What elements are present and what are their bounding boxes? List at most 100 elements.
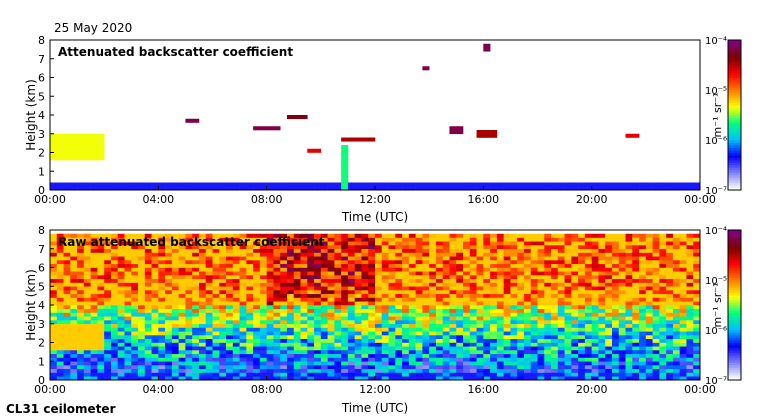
heatmap-cell: [645, 323, 653, 328]
heatmap-cell: [435, 368, 444, 373]
heatmap-cell: [226, 308, 234, 313]
heatmap-cell: [77, 338, 85, 343]
heatmap-cell: [117, 245, 125, 250]
heatmap-cell: [496, 346, 504, 351]
heatmap-cell: [138, 301, 146, 306]
heatmap-cell: [259, 346, 267, 351]
heatmap-cell: [476, 350, 484, 355]
heatmap-cell: [591, 361, 599, 366]
heatmap-cell: [672, 260, 680, 265]
colorbar-segment: [728, 360, 741, 363]
heatmap-cell: [435, 316, 444, 321]
heatmap-cell: [253, 282, 261, 287]
heatmap-cell: [151, 263, 159, 268]
heatmap-cell: [645, 278, 653, 283]
heatmap-cell: [354, 293, 362, 298]
heatmap-cell: [672, 186, 680, 191]
heatmap-cell: [347, 260, 355, 265]
colorbar-segment: [728, 237, 741, 241]
heatmap-cell: [679, 308, 687, 313]
heatmap-cell: [151, 357, 159, 362]
colorbar-segment: [728, 102, 741, 106]
heatmap-cell: [334, 263, 342, 268]
heatmap-cell: [469, 237, 477, 242]
heatmap-cell: [232, 346, 240, 351]
heatmap-cell: [449, 275, 457, 280]
heatmap-cell: [686, 233, 694, 238]
heatmap-cell: [192, 252, 200, 257]
heatmap-cell: [171, 248, 179, 253]
heatmap-cell: [672, 327, 680, 332]
heatmap-cell: [368, 186, 376, 191]
heatmap-cell: [361, 248, 369, 253]
heatmap-cell: [564, 316, 572, 321]
heatmap-cell: [584, 301, 592, 306]
heatmap-cell: [293, 233, 301, 238]
heatmap-cell: [564, 182, 572, 187]
heatmap-cell: [138, 186, 146, 191]
heatmap-cell: [138, 278, 146, 283]
heatmap-cell: [483, 316, 491, 321]
heatmap-cell: [212, 248, 220, 253]
heatmap-cell: [435, 342, 444, 347]
heatmap-cell: [138, 353, 146, 358]
heatmap-cell: [165, 376, 173, 381]
heatmap-cell: [666, 267, 674, 272]
heatmap-cell: [266, 126, 274, 131]
heatmap-cell: [259, 233, 267, 238]
heatmap-cell: [672, 263, 680, 268]
colorbar-segment: [728, 280, 741, 283]
heatmap-cell: [253, 275, 261, 280]
heatmap-cell: [456, 186, 464, 191]
heatmap-cell: [503, 293, 511, 298]
heatmap-cell: [672, 312, 680, 317]
heatmap-cell: [605, 353, 613, 358]
heatmap-cell: [679, 350, 687, 355]
heatmap-cell: [422, 350, 430, 355]
heatmap-cell: [320, 350, 328, 355]
heatmap-cell: [435, 245, 444, 250]
heatmap-cell: [611, 335, 620, 340]
heatmap-cell: [571, 263, 579, 268]
heatmap-cell: [151, 278, 159, 283]
heatmap-cell: [212, 316, 220, 321]
heatmap-cell: [476, 316, 484, 321]
heatmap-cell: [347, 301, 355, 306]
heatmap-cell: [226, 342, 234, 347]
heatmap-cell: [341, 156, 349, 161]
heatmap-cell: [83, 156, 91, 161]
colorbar-segment: [728, 230, 741, 233]
heatmap-cell: [314, 233, 322, 238]
heatmap-cell: [679, 275, 687, 280]
heatmap-cell: [381, 335, 389, 340]
heatmap-cell: [666, 335, 674, 340]
heatmap-cell: [70, 301, 78, 306]
heatmap-cell: [571, 342, 579, 347]
heatmap-cell: [138, 260, 146, 265]
heatmap-cell: [131, 357, 139, 362]
heatmap-cell: [490, 327, 498, 332]
heatmap-cell: [395, 346, 403, 351]
heatmap-cell: [381, 282, 389, 287]
heatmap-cell: [598, 252, 606, 257]
colorbar-segment: [728, 272, 741, 276]
heatmap-cell: [63, 338, 71, 343]
heatmap-cell: [672, 338, 680, 343]
heatmap-cell: [483, 241, 491, 246]
heatmap-cell: [232, 376, 240, 381]
heatmap-cell: [659, 278, 667, 283]
heatmap-cell: [375, 260, 383, 265]
heatmap-cell: [192, 245, 200, 250]
heatmap-cell: [212, 290, 220, 295]
heatmap-cell: [178, 248, 186, 253]
heatmap-cell: [686, 301, 694, 306]
heatmap-cell: [652, 275, 660, 280]
heatmap-cell: [639, 350, 647, 355]
heatmap-cell: [314, 312, 322, 317]
heatmap-cell: [578, 361, 586, 366]
heatmap-cell: [551, 182, 559, 187]
heatmap-cell: [503, 346, 511, 351]
heatmap-cell: [659, 308, 667, 313]
heatmap-cell: [625, 241, 633, 246]
